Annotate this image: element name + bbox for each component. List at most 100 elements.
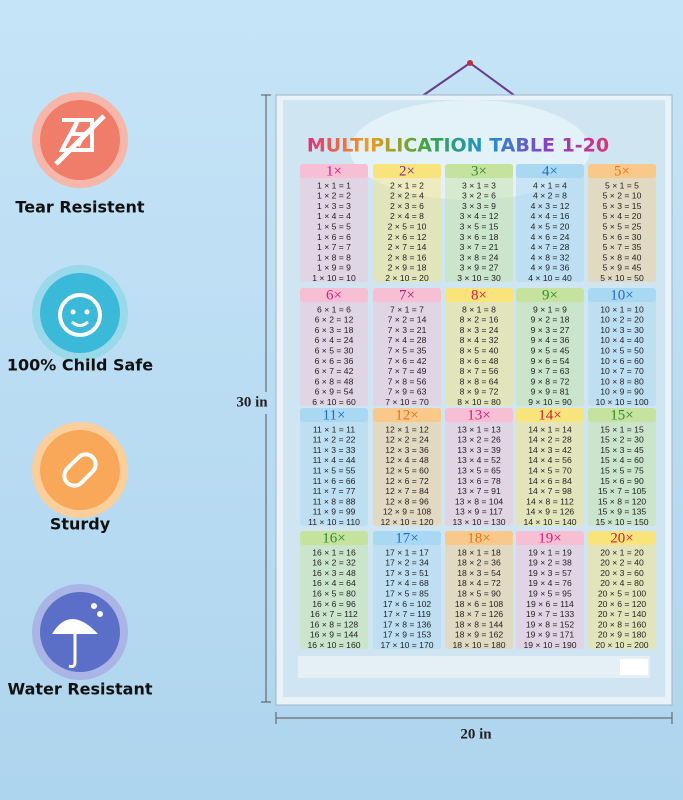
- table-row: 19 × 9 = 171: [526, 630, 574, 640]
- table-row: 8 × 3 = 24: [460, 325, 499, 335]
- table-header-bg: [588, 408, 656, 422]
- table-body: [516, 288, 584, 406]
- table-row: 13 × 8 = 104: [455, 496, 503, 506]
- table-header: 12×: [395, 407, 418, 423]
- table-row: 16 × 8 = 128: [310, 619, 358, 629]
- table-row: 10 × 10 = 100: [595, 397, 648, 407]
- table-row: 6 × 7 = 42: [315, 366, 354, 376]
- table-row: 15 × 9 = 135: [598, 507, 646, 517]
- table-row: 3 × 2 = 6: [462, 191, 496, 201]
- table-row: 9 × 3 = 27: [531, 325, 570, 335]
- table-row: 7 × 7 = 49: [388, 366, 427, 376]
- table-row: 15 × 8 = 120: [598, 496, 646, 506]
- table-row: 4 × 4 = 16: [531, 211, 570, 221]
- table-row: 16 × 5 = 80: [312, 588, 356, 598]
- table-row: 19 × 3 = 57: [528, 568, 572, 578]
- icon: [84, 309, 90, 315]
- table-row: 6 × 8 = 48: [315, 376, 354, 386]
- table-row: 8 × 7 = 56: [460, 366, 499, 376]
- table-row: 17 × 2 = 34: [385, 558, 429, 568]
- table-row: 10 × 3 = 30: [600, 325, 644, 335]
- table-row: 12 × 3 = 36: [385, 445, 429, 455]
- table-row: 8 × 1 = 8: [462, 304, 496, 314]
- table-row: 20 × 6 = 120: [598, 599, 646, 609]
- table-row: 4 × 3 = 12: [531, 201, 570, 211]
- table-row: 11 × 2 = 22: [313, 435, 356, 445]
- table-row: 18 × 7 = 126: [455, 609, 503, 619]
- table-header: 1×: [326, 163, 342, 179]
- table-body: [373, 531, 441, 649]
- table-row: 6 × 1 = 6: [317, 304, 351, 314]
- table-row: 2 × 2 = 4: [390, 191, 424, 201]
- table-row: 14 × 2 = 28: [528, 435, 572, 445]
- table-body: [516, 408, 584, 526]
- table-header: 7×: [399, 287, 415, 303]
- table-row: 3 × 4 = 12: [460, 211, 499, 221]
- table-header-bg: [445, 408, 513, 422]
- table-row: 6 × 3 = 18: [315, 325, 354, 335]
- table-row: 5 × 8 = 40: [603, 252, 642, 262]
- table-row: 18 × 1 = 18: [457, 547, 501, 557]
- feature-sturdy: Sturdy: [32, 422, 128, 534]
- table-row: 2 × 1 = 2: [390, 180, 424, 190]
- table-row: 20 × 4 = 80: [600, 578, 644, 588]
- table-row: 9 × 1 = 9: [533, 304, 567, 314]
- table-row: 20 × 8 = 160: [598, 619, 646, 629]
- table-row: 1 × 7 = 7: [317, 242, 351, 252]
- table-row: 13 × 6 = 78: [457, 476, 501, 486]
- table-row: 19 × 10 = 190: [523, 640, 576, 650]
- table-body: [373, 288, 441, 406]
- table-row: 8 × 9 = 72: [460, 387, 499, 397]
- table-header: 20×: [610, 530, 633, 546]
- table-row: 8 × 5 = 40: [460, 345, 499, 355]
- table-header: 18×: [467, 530, 490, 546]
- table-row: 14 × 6 = 84: [528, 476, 572, 486]
- table-row: 4 × 10 = 40: [528, 273, 572, 283]
- table-header-bg: [373, 288, 441, 302]
- table-row: 10 × 4 = 40: [600, 335, 644, 345]
- feature-label: Tear Resistent: [15, 198, 144, 217]
- table-row: 8 × 8 = 64: [460, 376, 499, 386]
- table-row: 7 × 3 = 21: [388, 325, 427, 335]
- table-row: 3 × 10 = 30: [457, 273, 501, 283]
- table-row: 19 × 6 = 114: [526, 599, 574, 609]
- height-label: 30 in: [236, 394, 268, 410]
- table-row: 4 × 7 = 28: [531, 242, 570, 252]
- table-row: 7 × 1 = 7: [390, 304, 424, 314]
- table-row: 17 × 8 = 136: [383, 619, 431, 629]
- icon: [70, 309, 76, 315]
- footer: [298, 656, 650, 678]
- table-row: 11 × 8 = 88: [313, 496, 356, 506]
- table-row: 1 × 1 = 1: [317, 180, 351, 190]
- table-row: 7 × 9 = 63: [388, 387, 427, 397]
- feature-tear: Tear Resistent: [15, 92, 145, 217]
- table-header: 16×: [322, 530, 345, 546]
- table-body: [516, 164, 584, 282]
- table-row: 12 × 8 = 96: [385, 496, 429, 506]
- poster-title: MULTIPLICATION TABLE 1-20: [307, 135, 609, 157]
- table-row: 6 × 10 = 60: [312, 397, 356, 407]
- nail: [467, 60, 473, 66]
- table-row: 18 × 8 = 144: [455, 619, 503, 629]
- table-header-bg: [300, 288, 368, 302]
- table-row: 6 × 2 = 12: [315, 315, 354, 325]
- table-row: 7 × 4 = 28: [388, 335, 427, 345]
- table-row: 12 × 6 = 72: [385, 476, 429, 486]
- table-row: 19 × 7 = 133: [526, 609, 574, 619]
- table-header-bg: [588, 288, 656, 302]
- table-header: 2×: [399, 163, 415, 179]
- table-row: 18 × 10 = 180: [452, 640, 505, 650]
- table-row: 4 × 6 = 24: [531, 232, 570, 242]
- table-row: 5 × 3 = 15: [603, 201, 642, 211]
- badge: [40, 273, 120, 353]
- table-row: 6 × 5 = 30: [315, 345, 354, 355]
- table-row: 18 × 6 = 108: [455, 599, 503, 609]
- table-header: 5×: [614, 163, 630, 179]
- table-header: 8×: [471, 287, 487, 303]
- icon: [62, 452, 98, 488]
- table-row: 13 × 9 = 117: [455, 507, 503, 517]
- table-row: 10 × 1 = 10: [600, 304, 644, 314]
- table-row: 12 × 1 = 12: [385, 424, 429, 434]
- table-row: 1 × 2 = 2: [317, 191, 351, 201]
- icon: [91, 603, 97, 609]
